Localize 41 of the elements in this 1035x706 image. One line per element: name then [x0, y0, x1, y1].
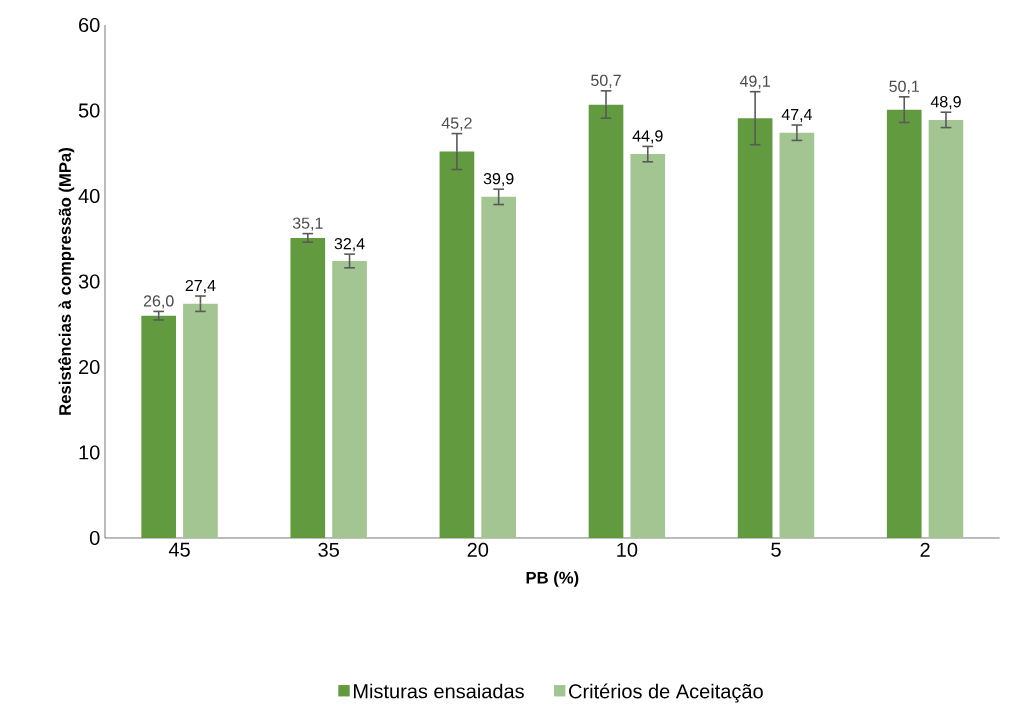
x-tick-label: 20 [467, 542, 489, 557]
x-tick-label: 5 [771, 542, 781, 557]
bar [779, 132, 815, 538]
y-tick-label: 0 [89, 530, 100, 546]
legend-label: Misturas ensaiadas [353, 683, 524, 699]
bar [481, 196, 516, 538]
y-tick-label: 30 [78, 274, 100, 289]
y-tick-label: 20 [79, 359, 100, 375]
bar [928, 119, 964, 538]
y-tick-label: 40 [78, 188, 100, 204]
data-label: 26,0 [143, 295, 174, 309]
x-tick-label: 35 [318, 542, 339, 557]
y-tick-label: 10 [79, 445, 100, 460]
data-label: 49,1 [739, 75, 770, 89]
x-tick-label: 45 [168, 542, 190, 557]
x-tick-label: 10 [617, 542, 638, 557]
data-label: 47,4 [781, 109, 812, 123]
legend-label: Critérios de Aceitação [569, 683, 763, 703]
bar [588, 104, 624, 538]
bar [141, 315, 177, 538]
data-label: 39,9 [483, 173, 514, 187]
data-label: 50,1 [889, 80, 920, 94]
x-axis-title: PB (%) [526, 571, 579, 587]
bar [290, 237, 326, 538]
bar [737, 118, 773, 538]
bar [630, 154, 666, 538]
bar [332, 260, 367, 538]
data-label: 32,4 [334, 237, 365, 252]
bar [439, 151, 475, 538]
y-tick-label: 60 [79, 17, 100, 33]
y-tick-label: 50 [78, 103, 100, 118]
y-axis-title: Resistências à compressão (MPa) [58, 148, 75, 415]
bar [183, 303, 218, 538]
data-label: 50,7 [591, 74, 621, 88]
data-label: 44,9 [632, 130, 663, 144]
bar [886, 109, 922, 538]
x-tick-label: 2 [920, 542, 930, 557]
data-label: 35,1 [292, 217, 323, 231]
data-label: 27,4 [185, 279, 216, 294]
data-label: 48,9 [930, 96, 961, 110]
data-label: 45,2 [441, 117, 472, 131]
